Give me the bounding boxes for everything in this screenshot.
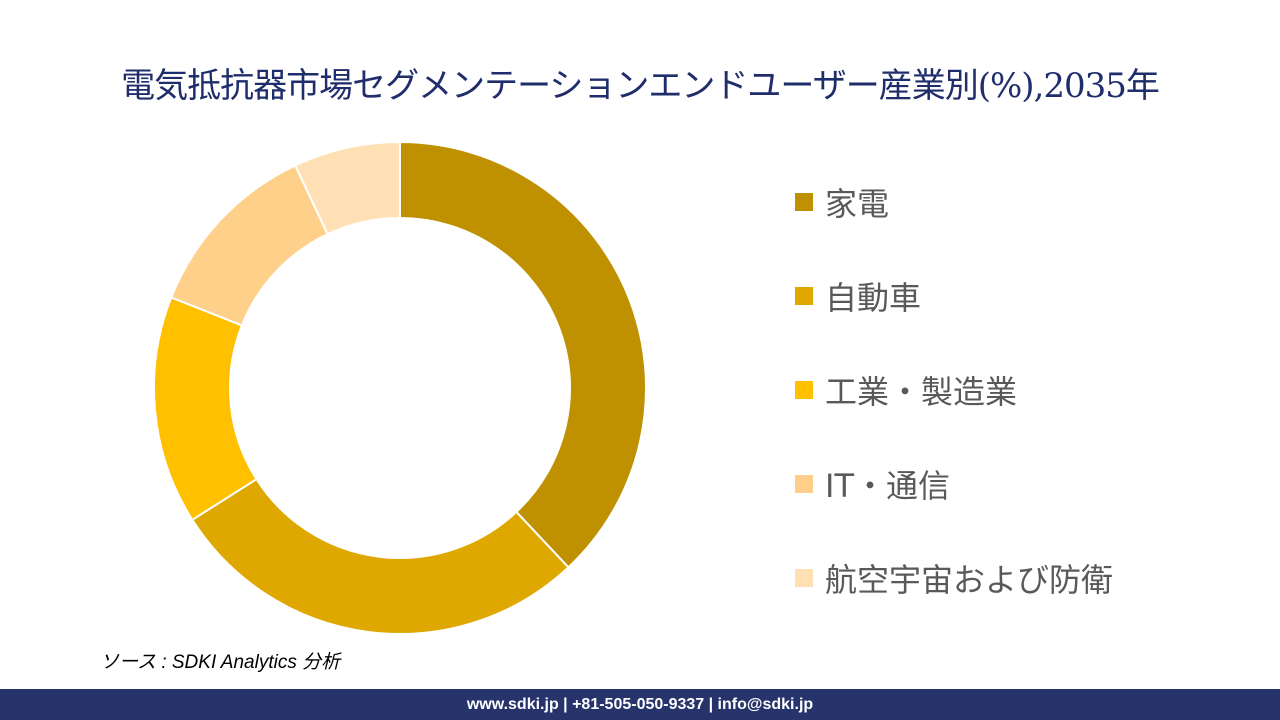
footer-contact: www.sdki.jp | +81-505-050-9337 | info@sd… (0, 689, 1280, 720)
source-note: ソース : SDKI Analytics 分析 (100, 652, 341, 673)
donut-slice-1 (399, 140, 647, 569)
donut-slice-5 (293, 140, 401, 236)
legend-label: 家電 (825, 184, 890, 223)
legend: 家電 自動車 工業・製造業 IT・通信 航空宇宙および防衛 (795, 178, 1113, 648)
legend-item: 家電 (795, 178, 1113, 225)
legend-swatch (795, 568, 813, 587)
chart-title: 電気抵抗器市場セグメンテーションエンドユーザー産業別(%),2035年 (121, 66, 1160, 106)
donut-chart (153, 140, 647, 635)
donut-slice-2 (190, 477, 570, 635)
legend-swatch (795, 380, 813, 399)
legend-swatch (795, 286, 813, 305)
legend-item: 自動車 (795, 272, 1113, 319)
legend-item: 航空宇宙および防衛 (795, 554, 1113, 601)
legend-label: 自動車 (825, 278, 922, 317)
legend-item: IT・通信 (795, 460, 1113, 507)
donut-slice-4 (169, 164, 329, 327)
legend-swatch (795, 192, 813, 211)
donut-slice-3 (153, 296, 258, 522)
legend-label: 工業・製造業 (825, 372, 1018, 411)
legend-item: 工業・製造業 (795, 366, 1113, 413)
legend-swatch (795, 474, 813, 493)
legend-label: 航空宇宙および防衛 (825, 560, 1114, 599)
legend-label: IT・通信 (825, 466, 950, 505)
